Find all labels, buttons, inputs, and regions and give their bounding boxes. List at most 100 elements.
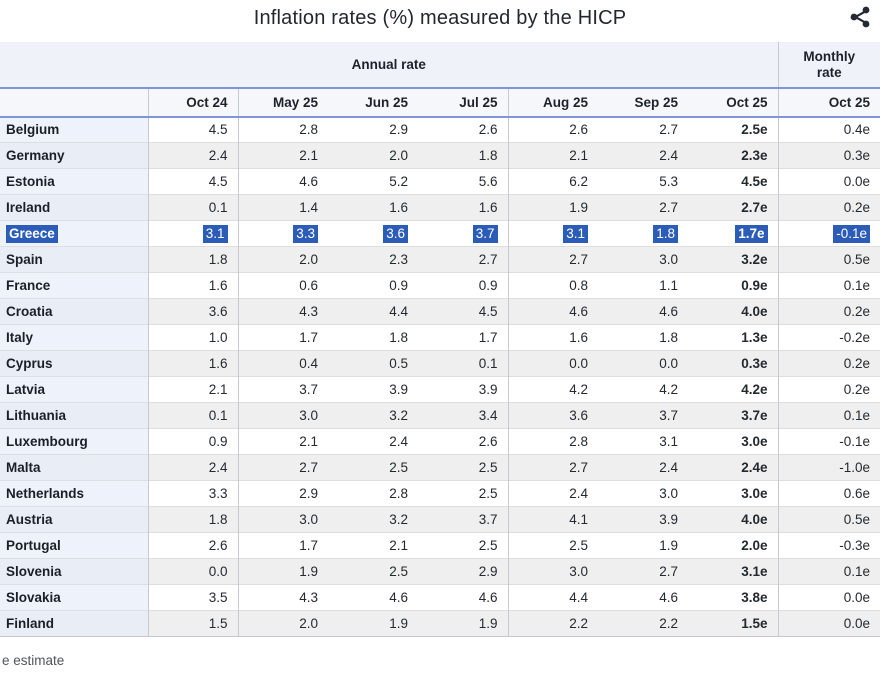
value-label: 2.7 xyxy=(569,460,588,475)
value-label: 1.5e xyxy=(741,616,768,631)
annual-value-cell: 3.1 xyxy=(598,428,688,455)
value-label: 4.5 xyxy=(208,174,228,189)
column-header-may25: May 25 xyxy=(238,86,328,118)
country-cell: France xyxy=(0,272,149,299)
annual-value-cell: 2.5 xyxy=(328,558,418,585)
value-label: 2.9 xyxy=(478,564,498,579)
annual-value-cell: 1.7 xyxy=(418,324,509,351)
monthly-value-cell: 0.1e xyxy=(778,272,880,299)
annual-value-cell: 1.9 xyxy=(418,610,509,637)
value-label: 3.7 xyxy=(472,225,498,243)
value-label: 4.4 xyxy=(389,304,408,319)
value-label: -0.2e xyxy=(839,330,871,345)
column-header-row: Oct 24 May 25 Jun 25 Jul 25 Aug 25 Sep 2… xyxy=(0,86,880,118)
annual-value-cell: 2.1 xyxy=(328,532,418,559)
annual-value-cell: 2.4 xyxy=(508,480,598,507)
value-label: 6.2 xyxy=(569,174,588,189)
annual-value-cell: 2.2 xyxy=(598,610,688,637)
annual-value-cell: 1.9 xyxy=(508,194,598,221)
column-header-sep25: Sep 25 xyxy=(598,86,688,118)
value-label: 4.5 xyxy=(208,122,228,138)
annual-value-cell: 2.6 xyxy=(508,116,598,143)
annual-value-cell: 2.6 xyxy=(418,428,509,455)
annual-value-cell: 4.0e xyxy=(688,506,779,533)
value-label: 0.1 xyxy=(208,200,228,215)
annual-value-cell: 6.2 xyxy=(508,168,598,195)
annual-value-cell: 1.7 xyxy=(238,324,328,351)
share-button[interactable] xyxy=(846,3,874,31)
annual-value-cell: 4.6 xyxy=(598,584,688,611)
annual-value-cell: 1.8 xyxy=(328,324,418,351)
page-title: Inflation rates (%) measured by the HICP xyxy=(253,7,627,29)
value-label: 0.9 xyxy=(478,278,498,293)
value-label: 0.0 xyxy=(569,356,588,371)
value-label: 2.4 xyxy=(659,460,678,475)
monthly-value-cell: 0.0e xyxy=(778,168,880,195)
value-label: 0.1e xyxy=(843,408,871,423)
annual-value-cell: 1.9 xyxy=(328,610,418,637)
value-label: 4.6 xyxy=(659,304,678,319)
value-label: 2.7 xyxy=(299,460,318,475)
monthly-rate-label: Monthly rate xyxy=(803,48,856,80)
column-group-row: Annual rate Monthly rate xyxy=(0,42,880,88)
table-row: Luxembourg 0.9 2.1 2.4 2.6 2.8 3.1 3.0e -0.1e xyxy=(0,428,880,455)
annual-value-cell: 3.5 xyxy=(148,584,239,611)
annual-value-cell: 2.1 xyxy=(148,376,239,403)
country-cell: Slovenia xyxy=(0,558,149,585)
annual-value-cell: 0.6 xyxy=(238,272,328,299)
annual-value-cell: 2.5 xyxy=(328,454,418,481)
annual-value-cell: 0.0 xyxy=(508,350,598,377)
table-row: Portugal 2.6 1.7 2.1 2.5 2.5 1.9 2.0e -0.3e xyxy=(0,532,880,559)
value-label: 4.6 xyxy=(389,590,408,605)
value-label: 3.9 xyxy=(659,512,678,527)
value-label: 0.5e xyxy=(843,252,871,267)
annual-value-cell: 3.8e xyxy=(688,584,779,611)
value-label: 1.8 xyxy=(659,330,678,345)
annual-value-cell: 1.8 xyxy=(598,220,688,247)
value-label: 1.8 xyxy=(208,252,228,267)
annual-value-cell: 1.8 xyxy=(418,142,509,169)
annual-value-cell: 4.4 xyxy=(508,584,598,611)
annual-value-cell: 4.2 xyxy=(598,376,688,403)
value-label: 3.3 xyxy=(208,486,228,501)
country-cell: Austria xyxy=(0,506,149,533)
annual-value-cell: 1.8 xyxy=(148,506,239,533)
value-label: 2.5 xyxy=(389,460,408,475)
value-label: 3.0 xyxy=(569,564,588,579)
annual-value-cell: 3.1 xyxy=(508,220,598,247)
value-label: 5.2 xyxy=(389,174,408,189)
annual-value-cell: 2.3e xyxy=(688,142,779,169)
annual-value-cell: 3.0e xyxy=(688,428,779,455)
table-row: Spain 1.8 2.0 2.3 2.7 2.7 3.0 3.2e 0.5e xyxy=(0,246,880,273)
value-label: 4.2e xyxy=(741,382,768,397)
value-label: 2.6 xyxy=(569,122,588,138)
annual-value-cell: 2.5 xyxy=(508,532,598,559)
value-label: 2.3e xyxy=(741,148,768,163)
value-label: 4.5 xyxy=(478,304,498,319)
annual-value-cell: 1.6 xyxy=(148,350,239,377)
annual-value-cell: 2.5 xyxy=(418,480,509,507)
country-cell: Netherlands xyxy=(0,480,149,507)
value-label: 3.7e xyxy=(741,408,768,423)
annual-value-cell: 3.7e xyxy=(688,402,779,429)
annual-value-cell: 3.3 xyxy=(148,480,239,507)
country-label: Lithuania xyxy=(6,408,66,423)
value-label: 4.3 xyxy=(299,304,318,319)
monthly-value-cell: 0.3e xyxy=(778,142,880,169)
table-row: Slovakia 3.5 4.3 4.6 4.6 4.4 4.6 3.8e 0.0e xyxy=(0,584,880,611)
table-row: Netherlands 3.3 2.9 2.8 2.5 2.4 3.0 3.0e 0.6e xyxy=(0,480,880,507)
column-header-oct24: Oct 24 xyxy=(148,86,239,118)
value-label: 4.2 xyxy=(569,382,588,397)
annual-value-cell: 1.7e xyxy=(688,220,779,247)
value-label: 3.1 xyxy=(563,225,588,243)
table-row: France 1.6 0.6 0.9 0.9 0.8 1.1 0.9e 0.1e xyxy=(0,272,880,299)
annual-value-cell: 2.7 xyxy=(508,246,598,273)
annual-value-cell: 2.9 xyxy=(328,116,418,143)
annual-value-cell: 3.1e xyxy=(688,558,779,585)
value-label: 3.6 xyxy=(383,225,408,243)
value-label: 3.2 xyxy=(389,408,408,423)
annual-value-cell: 2.5 xyxy=(418,532,509,559)
value-label: 2.7 xyxy=(659,122,678,138)
footnote: e estimate xyxy=(2,653,65,668)
value-label: 4.6 xyxy=(478,590,498,605)
